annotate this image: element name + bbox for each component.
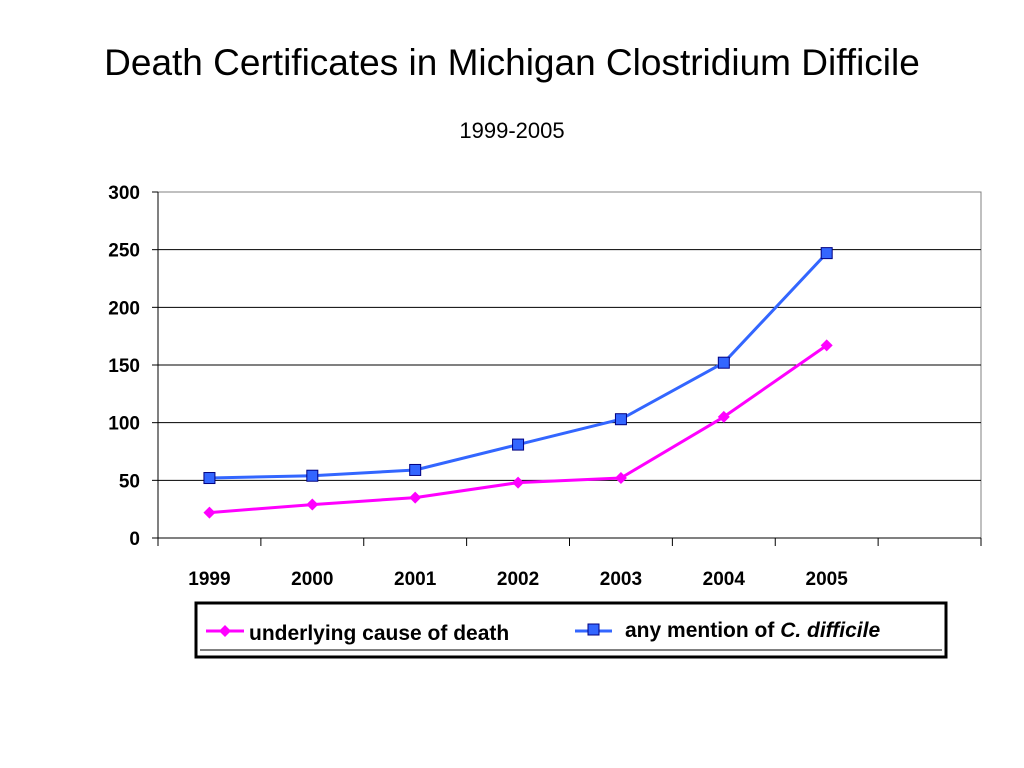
x-tick-label-2004: 2004 (703, 569, 746, 590)
series-1-point-2003 (614, 413, 627, 426)
gridlines (158, 249, 981, 481)
series-1-point-2000 (306, 469, 319, 482)
legend-label-underlying: underlying cause of death (249, 622, 509, 645)
y-tick-label-100: 100 (108, 414, 140, 435)
y-tick-label-300: 300 (108, 183, 140, 204)
y-tick-label-0: 0 (129, 529, 140, 550)
series-1-point-1999 (203, 472, 216, 485)
series-0-point-2005 (820, 339, 833, 352)
legend-swatch-any-mention-marker (587, 623, 600, 636)
legend-label-any-mention-plain: any mention of (625, 619, 780, 642)
series-0-point-2000 (306, 498, 319, 511)
legend: underlying cause of death any mention of… (194, 601, 948, 659)
chart-title: Death Certificates in Michigan Clostridi… (104, 42, 920, 83)
x-tick-label-2005: 2005 (806, 569, 849, 590)
tick-labels: 0 50 100 150 200 250 300 1999 2000 2001 2002 2003 20… (108, 183, 848, 590)
series-0-point-2002 (512, 476, 525, 489)
series-1-point-2004 (717, 356, 730, 369)
x-tick-label-2003: 2003 (600, 569, 642, 590)
series-1-point-2005 (820, 247, 833, 260)
series-0-point-2003 (614, 472, 627, 485)
series-1-point-2001 (409, 463, 422, 476)
x-tick-label-1999: 1999 (188, 569, 230, 590)
legend-item-any-mention: any mention of C. difficile (575, 619, 880, 642)
x-tick-label-2001: 2001 (394, 569, 437, 590)
x-tick-label-2000: 2000 (291, 569, 333, 590)
chart-subtitle: 1999-2005 (459, 118, 565, 143)
legend-label-any-mention: any mention of C. difficile (625, 619, 880, 642)
series-lines (203, 247, 833, 519)
y-tick-label-250: 250 (108, 241, 140, 262)
y-tick-label-200: 200 (108, 298, 140, 319)
series-0-point-2004 (717, 410, 730, 423)
legend-swatch-underlying-marker (219, 625, 231, 637)
legend-item-underlying: underlying cause of death (206, 622, 509, 645)
axes (152, 191, 982, 546)
legend-label-any-mention-italic: C. difficile (780, 619, 880, 642)
y-tick-label-150: 150 (108, 356, 140, 377)
legend-box (194, 601, 948, 659)
x-tick-label-2002: 2002 (497, 569, 539, 590)
series-0-point-2001 (409, 491, 422, 504)
series-1-point-2002 (512, 438, 525, 451)
series-0-point-1999 (203, 506, 216, 519)
y-tick-label-50: 50 (119, 471, 140, 492)
